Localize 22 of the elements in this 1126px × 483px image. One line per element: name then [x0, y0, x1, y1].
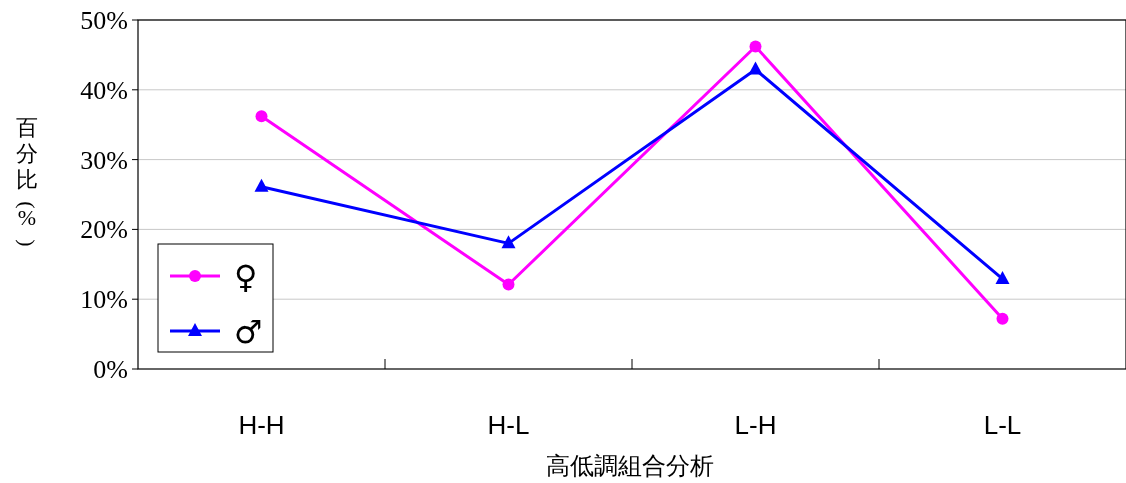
point	[749, 40, 762, 53]
x-tick-label: L-L	[983, 410, 1022, 440]
point	[748, 61, 763, 75]
point	[501, 235, 516, 249]
x-tick-label: H-L	[487, 410, 530, 440]
y-tick-label: 40%	[80, 75, 128, 105]
y-tick-label: 50%	[80, 6, 128, 35]
legend-label: ♂	[234, 313, 263, 351]
y-axis-title: 百分比(%)	[15, 115, 40, 247]
point	[255, 110, 268, 123]
x-tick-label: H-H	[238, 410, 285, 440]
legend-label: ♀	[234, 258, 258, 296]
point	[502, 278, 515, 291]
y-tick-label: 20%	[80, 215, 128, 245]
y-tick-label: 10%	[80, 285, 128, 315]
x-axis-title: 高低調組合分析	[546, 453, 714, 479]
point	[996, 312, 1009, 325]
y-tick-label: 0%	[93, 355, 128, 384]
point	[995, 270, 1010, 284]
x-tick-label: L-H	[734, 410, 777, 440]
y-tick-label: 30%	[80, 145, 128, 175]
point	[254, 178, 269, 192]
